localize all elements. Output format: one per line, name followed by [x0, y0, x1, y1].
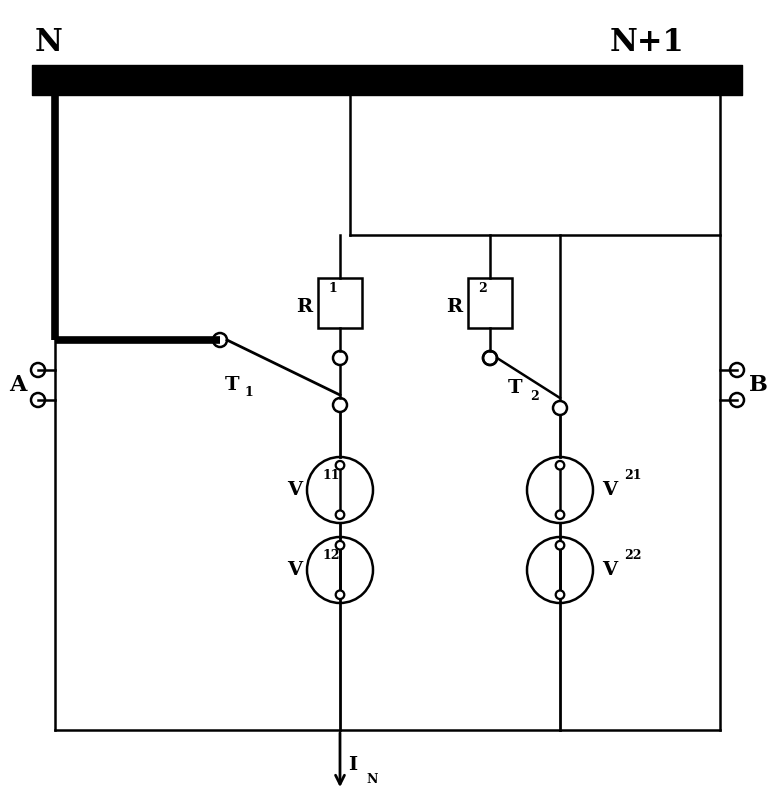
Text: V: V	[287, 481, 302, 499]
Text: 12: 12	[322, 549, 339, 562]
Text: V: V	[602, 561, 617, 579]
Text: T: T	[225, 376, 240, 394]
Text: V: V	[602, 481, 617, 499]
Text: I: I	[348, 756, 357, 774]
Circle shape	[556, 461, 564, 470]
Text: N+1: N+1	[610, 27, 685, 58]
Text: 1: 1	[245, 386, 254, 399]
Text: N: N	[35, 27, 63, 58]
Text: 11: 11	[322, 469, 339, 482]
Circle shape	[335, 511, 345, 519]
Text: V: V	[287, 561, 302, 579]
Text: 22: 22	[624, 549, 641, 562]
Circle shape	[335, 461, 345, 470]
Circle shape	[556, 591, 564, 599]
Text: 2: 2	[530, 390, 539, 403]
Text: A: A	[9, 374, 27, 396]
Text: R: R	[446, 298, 462, 316]
Bar	[318, 278, 362, 328]
Text: N: N	[366, 773, 377, 786]
Text: R: R	[296, 298, 312, 316]
Circle shape	[335, 541, 345, 550]
Text: T: T	[508, 379, 523, 397]
Circle shape	[556, 511, 564, 519]
Text: 1: 1	[328, 282, 337, 295]
Text: 21: 21	[624, 469, 641, 482]
Bar	[468, 278, 512, 328]
Circle shape	[556, 541, 564, 550]
Text: 2: 2	[478, 282, 487, 295]
Circle shape	[335, 591, 345, 599]
Text: B: B	[749, 374, 767, 396]
